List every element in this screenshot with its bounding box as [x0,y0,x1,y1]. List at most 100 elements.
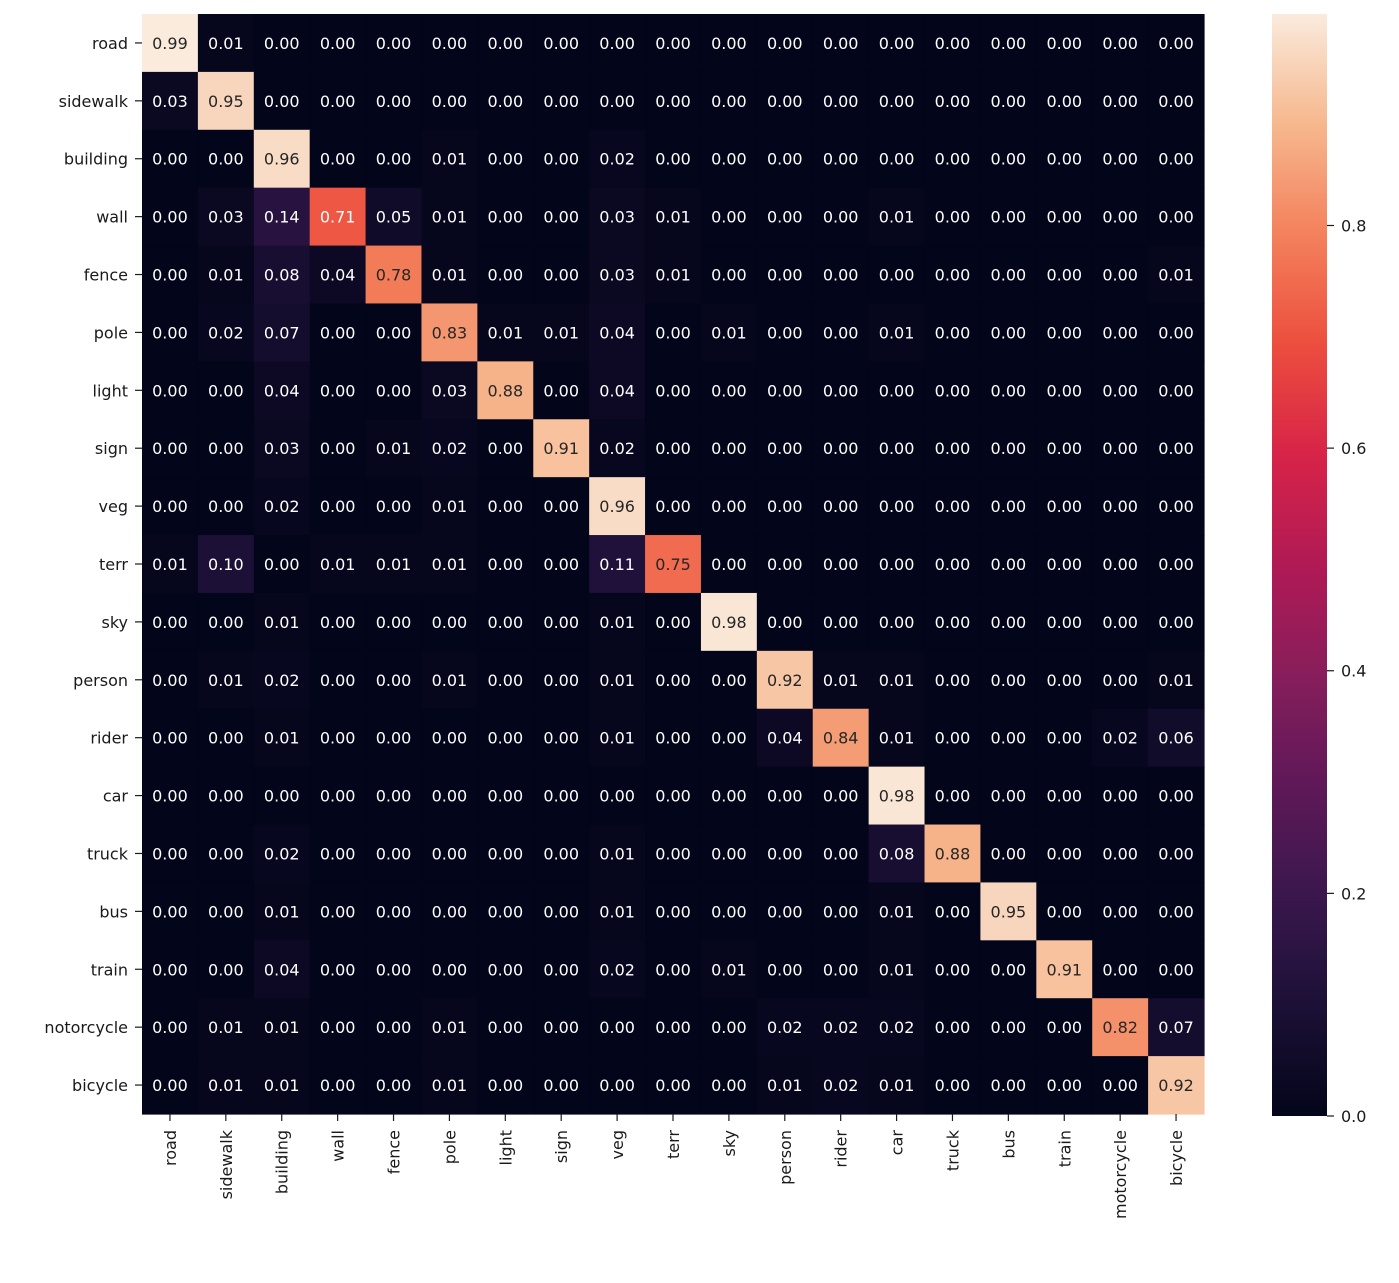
cell-value-label: 0.00 [264,92,300,111]
cell-value-label: 0.00 [208,902,244,921]
cell-value-label: 0.00 [320,671,356,690]
cell-value-label: 0.00 [543,381,579,400]
heatmap-cell-17-3 [309,998,367,1057]
heatmap-cell-9-15 [980,535,1037,594]
cell-value-label: 0.00 [767,902,803,921]
heatmap-cell-4-17 [1092,245,1149,305]
y-tick-label: truck [87,844,129,863]
colorbar-gradient [1272,14,1327,1116]
heatmap-cell-2-13 [868,129,926,189]
heatmap-cell-8-12 [812,477,870,536]
heatmap-cell-17-13 [868,998,926,1057]
cell-value-label: 0.00 [1102,150,1138,169]
cell-value-label: 0.00 [711,1018,747,1037]
heatmap-cell-16-18 [1148,940,1205,999]
heatmap-cell-3-10 [700,187,758,247]
cell-value-label: 0.91 [1046,960,1082,979]
heatmap-cell-16-16 [1036,940,1093,999]
cell-value-label: 0.00 [1102,497,1138,516]
cell-value-label: 0.00 [320,844,356,863]
heatmap-cell-14-10 [700,824,758,884]
heatmap-cell-5-8 [589,303,646,362]
cell-value-label: 0.00 [152,844,188,863]
heatmap-cell-16-1 [197,940,255,999]
cell-value-label: 0.00 [991,439,1027,458]
x-tick-label: motorcycle [1111,1130,1130,1219]
heatmap-cell-18-2 [253,1056,311,1115]
cell-value-label: 0.00 [320,150,356,169]
heatmap-cell-6-1 [197,361,255,420]
heatmap-cell-3-5 [421,187,478,247]
heatmap-cell-16-7 [533,940,590,999]
cell-value-label: 0.00 [376,1076,412,1095]
cell-value-label: 0.01 [711,960,747,979]
x-tick-label: bus [999,1130,1018,1159]
cell-value-label: 0.00 [711,729,747,748]
cell-value-label: 0.84 [823,729,859,748]
cell-value-label: 0.00 [599,1018,635,1037]
y-tick-label: road [92,34,128,53]
heatmap-cell-10-4 [365,592,423,652]
heatmap-cell-2-6 [477,129,534,189]
cell-value-label: 0.00 [376,844,412,863]
heatmap-cell-18-0 [142,1056,199,1115]
heatmap-cell-15-1 [197,882,255,941]
cell-value-label: 0.00 [1158,497,1194,516]
cell-value-label: 0.71 [320,208,356,227]
heatmap-cell-8-9 [645,477,702,536]
heatmap-cell-17-7 [533,998,590,1057]
cell-value-label: 0.00 [488,902,524,921]
cell-value-label: 0.00 [935,1018,971,1037]
heatmap-cell-18-17 [1092,1056,1149,1115]
heatmap-cell-6-2 [253,361,311,420]
heatmap-cell-3-17 [1092,187,1149,247]
heatmap-cell-6-0 [142,361,199,420]
heatmap-cell-0-14 [924,14,982,73]
heatmap-cell-14-5 [421,824,478,884]
cell-value-label: 0.01 [711,323,747,342]
heatmap-cell-8-3 [309,477,367,536]
heatmap-cell-9-18 [1148,535,1205,594]
heatmap-cell-10-6 [477,592,534,652]
x-tick-label: building [273,1130,292,1194]
cell-value-label: 0.00 [935,439,971,458]
heatmap-cell-6-12 [812,361,870,420]
cell-value-label: 0.00 [711,671,747,690]
cell-value-label: 0.00 [376,92,412,111]
cell-value-label: 0.00 [152,613,188,632]
cell-value-label: 0.00 [320,613,356,632]
cell-value-label: 0.00 [1158,150,1194,169]
y-tick-label: pole [94,323,128,342]
heatmap-cell-0-9 [645,14,702,73]
cell-value-label: 0.00 [1102,555,1138,574]
heatmap-cell-6-14 [924,361,982,420]
cell-value-label: 0.01 [432,671,468,690]
cell-value-label: 0.01 [432,208,468,227]
heatmap-cell-16-4 [365,940,423,999]
cell-value-label: 0.00 [152,381,188,400]
cell-value-label: 0.00 [432,960,468,979]
heatmap-cell-11-17 [1092,650,1149,710]
cell-value-label: 0.00 [432,729,468,748]
cell-value-label: 0.01 [432,555,468,574]
heatmap-cell-1-2 [253,71,311,131]
cell-value-label: 0.00 [320,323,356,342]
heatmap-cell-8-5 [421,477,478,536]
cell-value-label: 0.03 [152,92,188,111]
cell-value-label: 0.00 [376,902,412,921]
cell-value-label: 0.00 [1158,902,1194,921]
cell-value-label: 0.01 [432,497,468,516]
cell-value-label: 0.00 [655,1018,691,1037]
heatmap-cell-2-10 [700,129,758,189]
cell-value-label: 0.00 [879,613,915,632]
heatmap-cell-14-18 [1148,824,1205,884]
heatmap-cell-15-6 [477,882,534,941]
heatmap-cell-5-11 [756,303,814,362]
heatmap-cell-12-6 [477,708,534,768]
cell-value-label: 0.00 [1102,671,1138,690]
cell-value-label: 0.98 [711,613,747,632]
cell-value-label: 0.00 [432,92,468,111]
heatmap-cell-17-1 [197,998,255,1057]
heatmap-cell-7-10 [700,419,758,478]
heatmap-cell-8-8 [589,477,646,536]
